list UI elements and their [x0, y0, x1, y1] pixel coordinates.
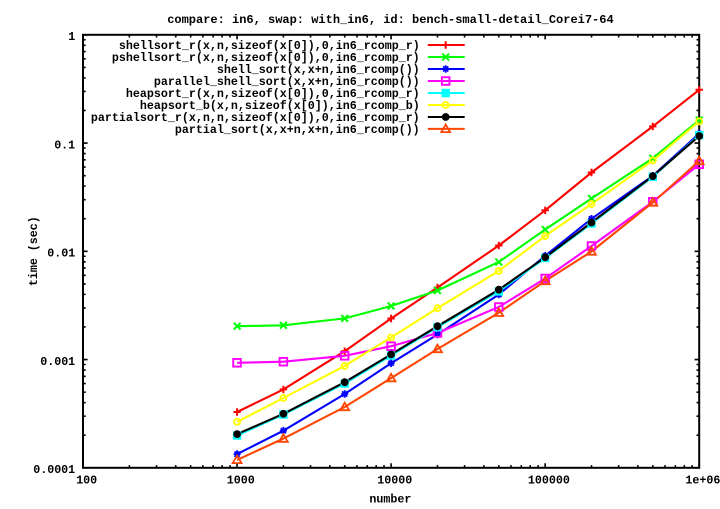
svg-text:100000: 100000 — [528, 474, 570, 488]
svg-text:compare: in6, swap: with_in6,: compare: in6, swap: with_in6, id: bench-… — [167, 13, 613, 27]
svg-text:1000: 1000 — [227, 474, 255, 488]
svg-text:0.01: 0.01 — [47, 247, 75, 261]
svg-text:100: 100 — [76, 474, 97, 488]
svg-text:1e+06: 1e+06 — [685, 474, 720, 488]
svg-text:10000: 10000 — [377, 474, 412, 488]
svg-text:0.001: 0.001 — [40, 355, 75, 369]
svg-text:parallel_shell_sort(x,x+n,in6_: parallel_shell_sort(x,x+n,in6_rcomp()) — [154, 75, 420, 89]
svg-text:shell_sort(x,x+n,in6_rcomp()): shell_sort(x,x+n,in6_rcomp()) — [217, 63, 420, 77]
svg-text:heapsort_r(x,n,sizeof(x[0]),0,: heapsort_r(x,n,sizeof(x[0]),0,in6_rcomp_… — [126, 87, 420, 101]
svg-text:time (sec): time (sec) — [27, 216, 41, 286]
svg-text:heapsort_b(x,n,sizeof(x[0]),in: heapsort_b(x,n,sizeof(x[0]),in6_rcomp_b) — [140, 99, 420, 113]
svg-text:0.0001: 0.0001 — [33, 463, 75, 477]
svg-text:number: number — [369, 492, 411, 504]
svg-text:partialsort_r(x,n,n,sizeof(x[0: partialsort_r(x,n,n,sizeof(x[0]),0,in6_r… — [91, 111, 420, 125]
svg-text:shellsort_r(x,n,sizeof(x[0]),0: shellsort_r(x,n,sizeof(x[0]),0,in6_rcomp… — [119, 39, 420, 53]
svg-text:pshellsort_r(x,n,sizeof(x[0]),: pshellsort_r(x,n,sizeof(x[0]),0,in6_rcom… — [112, 51, 420, 65]
svg-text:1: 1 — [68, 30, 75, 44]
svg-text:0.1: 0.1 — [54, 139, 75, 153]
svg-text:partial_sort(x,x+n,x+n,in6_rco: partial_sort(x,x+n,x+n,in6_rcomp()) — [175, 123, 420, 137]
